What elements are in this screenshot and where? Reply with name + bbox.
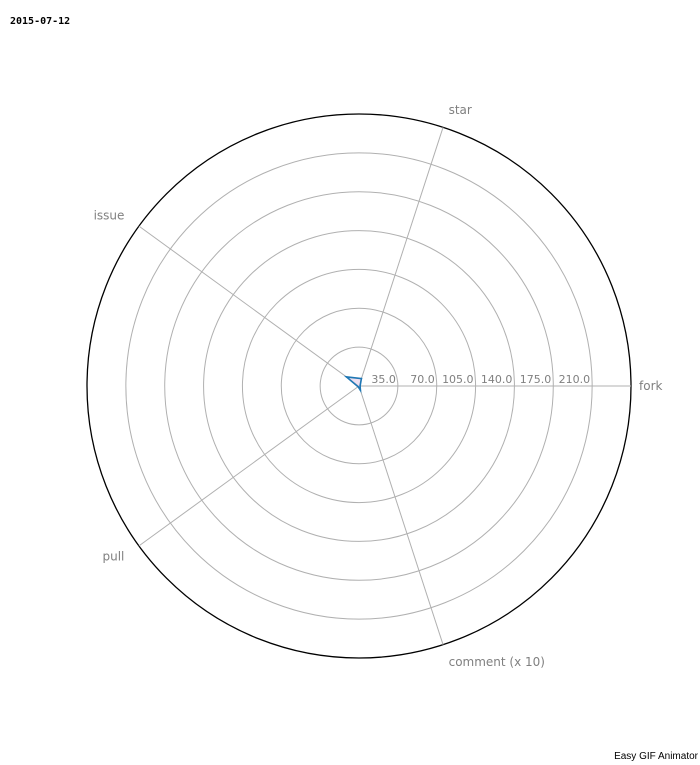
watermark-text: Easy GIF Animator: [614, 751, 698, 762]
series-layer: [343, 375, 363, 394]
date-stamp: 2015-07-12: [10, 16, 71, 27]
series-polygon-0: [343, 375, 363, 394]
r-tick-label-3: 140.0: [481, 373, 513, 386]
axis-label-pull: pull: [103, 550, 125, 564]
grid-layer: [86, 113, 632, 659]
axis-label-issue: issue: [94, 209, 125, 223]
r-tick-label-4: 175.0: [520, 373, 552, 386]
spoke-4: [358, 385, 444, 645]
data-point-0-1: [360, 377, 363, 380]
axis-label-star: star: [449, 103, 472, 117]
r-tick-label-5: 210.0: [559, 373, 591, 386]
r-tick-label-0: 35.0: [371, 373, 396, 386]
label-layer: 35.0 70.0 105.0 140.0 175.0 210.0 fork star issu…: [94, 103, 663, 669]
r-tick-label-2: 105.0: [442, 373, 474, 386]
data-point-0-3: [357, 385, 359, 388]
r-tick-label-1: 70.0: [410, 373, 435, 386]
axis-label-fork: fork: [639, 379, 663, 393]
data-point-0-4: [359, 389, 362, 392]
data-point-0-0: [359, 385, 361, 387]
spoke-3: [138, 385, 360, 547]
spoke-1: [358, 127, 444, 387]
data-point-0-2: [345, 376, 348, 378]
spoke-2: [138, 225, 360, 387]
axis-label-comment-x-10-: comment (x 10): [449, 655, 545, 669]
